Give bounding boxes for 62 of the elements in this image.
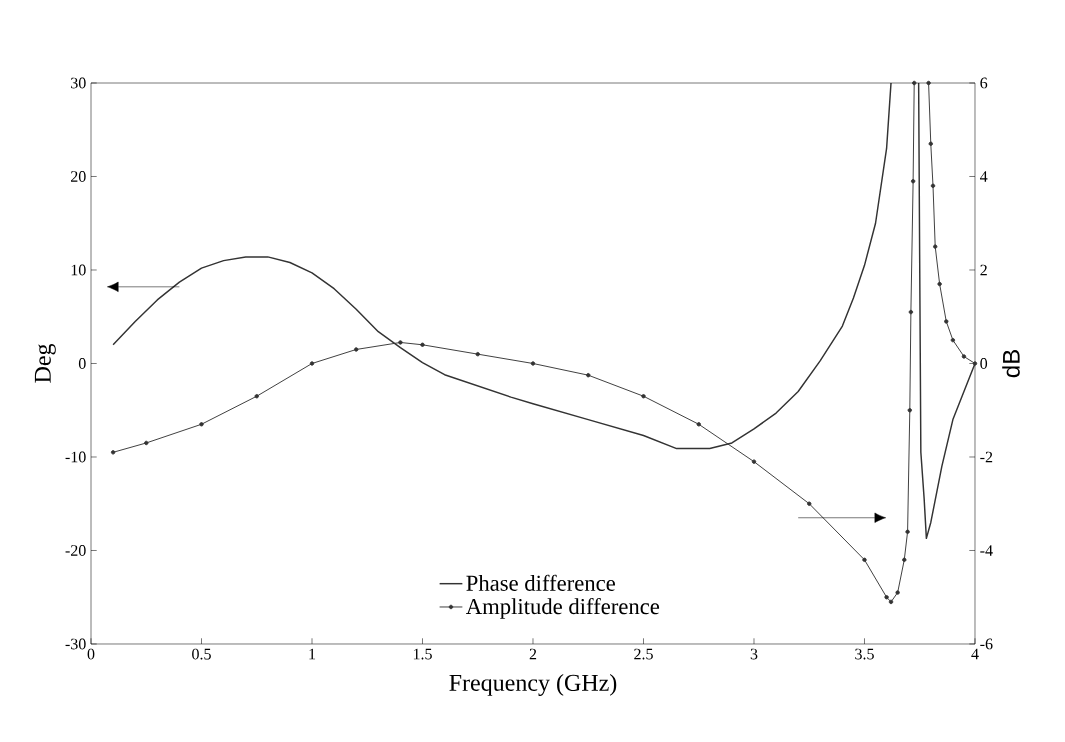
point — [807, 501, 812, 506]
x-tick-label: 2 — [529, 648, 537, 660]
y-tick-label: -20 — [65, 545, 86, 556]
point — [641, 394, 646, 399]
point — [751, 459, 757, 464]
point — [475, 351, 480, 357]
y-tick-label: 0 — [78, 358, 86, 369]
point — [354, 347, 359, 352]
point — [930, 183, 936, 189]
point — [420, 342, 425, 347]
point — [926, 80, 931, 86]
y2-tick-label: 2 — [980, 264, 987, 276]
point — [908, 309, 914, 315]
x-tick-label: 1.5 — [413, 648, 432, 660]
x-tick-label: 2.5 — [634, 648, 653, 660]
x-tick-label: 3.5 — [855, 648, 874, 660]
point — [696, 422, 701, 427]
point — [199, 422, 204, 427]
point — [888, 599, 894, 605]
y2-tick-label: 6 — [980, 77, 988, 89]
point — [961, 354, 967, 359]
x-tick-label: 1 — [309, 648, 316, 660]
y2-tick-label: -2 — [980, 451, 993, 463]
y-tick-label: 20 — [71, 171, 86, 182]
legend-label: Phase difference — [466, 574, 615, 591]
point — [895, 590, 900, 595]
point — [110, 450, 116, 455]
point — [586, 372, 591, 378]
point — [902, 557, 907, 563]
point — [309, 361, 315, 366]
point — [905, 529, 910, 534]
y-tick-label: -30 — [65, 638, 86, 650]
point — [862, 557, 867, 563]
y2-tick-label: 4 — [980, 171, 988, 182]
y2-tick-label: 0 — [980, 358, 988, 369]
y-axis-title: Deg — [34, 343, 56, 383]
y2-tick-label: -4 — [980, 545, 993, 556]
y2-axis-title: dB — [1002, 350, 1020, 378]
point — [884, 595, 889, 600]
point — [950, 337, 956, 343]
point — [398, 340, 403, 345]
point — [910, 178, 916, 184]
point — [530, 361, 536, 366]
point — [937, 281, 942, 287]
y2-tick-label: -6 — [980, 638, 993, 650]
x-tick-label: 4 — [971, 648, 979, 660]
x-tick-label: 0.5 — [192, 648, 211, 660]
point — [928, 141, 933, 146]
x-tick-label: 3 — [750, 648, 758, 660]
point — [912, 80, 917, 86]
point — [972, 361, 978, 366]
x-axis-title: Frequency (GHz) — [449, 674, 617, 696]
point — [933, 244, 938, 249]
legend-label: Amplitude difference — [466, 597, 660, 619]
y-tick-label: 30 — [71, 77, 86, 89]
y-tick-label: 10 — [71, 264, 86, 276]
point — [254, 394, 259, 399]
y-tick-label: -10 — [65, 451, 86, 463]
x-tick-label: 0 — [87, 648, 95, 660]
point — [907, 408, 912, 413]
point — [944, 319, 949, 324]
point — [144, 440, 149, 446]
